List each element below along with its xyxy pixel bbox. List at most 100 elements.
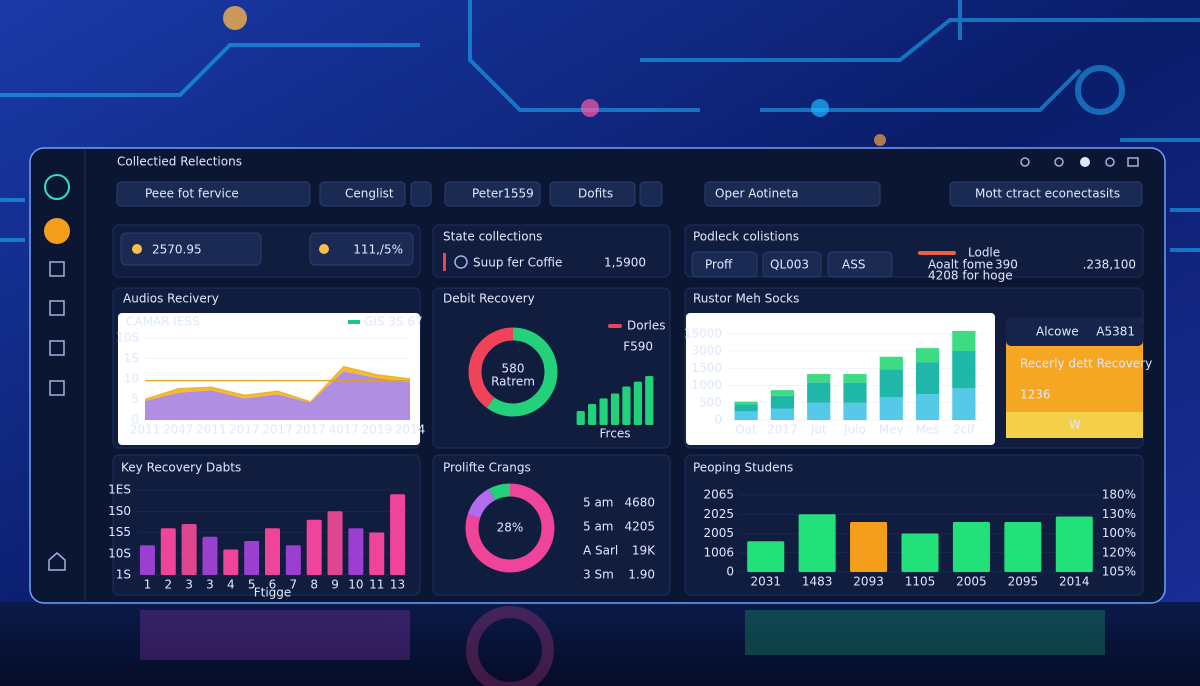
y-tick-label: 2025 (703, 507, 734, 521)
dropdown[interactable] (319, 181, 406, 207)
bar (798, 514, 836, 572)
x-tick-label: 2019 (362, 423, 393, 437)
x-tick-label: 7 (290, 578, 298, 592)
x-tick-label: 13 (390, 578, 405, 592)
chart-subtitle: CAMAR IESS (126, 315, 200, 329)
icon[interactable] (1105, 157, 1115, 167)
x-tick-label: 3 (185, 578, 193, 592)
search-button[interactable] (639, 181, 663, 207)
y2-tick-label: 105% (1102, 565, 1136, 579)
row-value: 4680 (624, 496, 655, 510)
x-tick-label: 2031 (750, 575, 781, 589)
area-line (144, 365, 411, 403)
x-tick-label: 5 (248, 578, 256, 592)
icon[interactable] (1080, 157, 1090, 167)
bar (901, 533, 939, 572)
home-icon[interactable] (48, 552, 66, 571)
x-tick-label: 2011 (196, 423, 227, 437)
x-tick-label: 6 (269, 578, 277, 592)
x-tick-label: Mes (916, 423, 940, 437)
y-tick-label: 2005 (703, 526, 734, 540)
bar-segment (734, 401, 758, 405)
y-tick-label: 15000 (684, 326, 722, 340)
x-tick-label: 2005 (956, 575, 987, 589)
dropdown[interactable] (704, 181, 881, 207)
legend-label: GIS 3S 67 (364, 315, 423, 329)
panel-title: State collections (443, 230, 542, 244)
row-label: 3 Sm (583, 568, 614, 582)
button-text: ASS (842, 258, 865, 272)
nav-icon[interactable] (49, 300, 65, 316)
nav-icon[interactable] (49, 261, 65, 277)
donut-slice (468, 327, 558, 417)
bar-segment (807, 374, 831, 383)
x-axis-label: Frces (600, 427, 631, 441)
y-tick-label: 10S (108, 546, 131, 560)
circuit-decoration (0, 0, 1200, 252)
search-box[interactable] (116, 181, 311, 207)
nav-icon[interactable] (44, 218, 70, 244)
legend-swatch (348, 320, 360, 324)
button[interactable] (549, 181, 636, 207)
donut-slice (465, 483, 555, 573)
logo[interactable] (44, 174, 70, 200)
icon[interactable] (1054, 157, 1064, 167)
y-tick-label: 1S5 (108, 525, 131, 539)
stat-icon (319, 244, 329, 254)
icon[interactable] (1127, 157, 1139, 167)
stat-value: 2570.95 (152, 243, 202, 257)
row-value: 19K (632, 544, 656, 558)
card-title: Recerly dett Recovery (1020, 357, 1152, 371)
donut-center-value: 28% (497, 521, 524, 535)
stat-box (309, 232, 414, 266)
x-tick-label: Jut (810, 423, 827, 437)
button[interactable] (827, 251, 893, 278)
bar (306, 519, 322, 575)
highlight-card-footer (1006, 412, 1143, 438)
bar-segment (843, 382, 867, 403)
bar (181, 524, 197, 575)
progress (918, 251, 956, 255)
bar-segment (770, 390, 795, 396)
x-tick-label: 2clf (953, 423, 976, 437)
stat-value: 111,/5% (353, 243, 403, 257)
bar-segment (843, 402, 867, 420)
note: Lodle (968, 246, 1000, 260)
button-text: Proff (705, 258, 733, 272)
y-tick-label: 0 (714, 413, 722, 427)
sidebar (44, 174, 70, 571)
bar-segment (770, 395, 795, 409)
toolbar (116, 181, 1143, 207)
dropdown[interactable] (949, 181, 1143, 207)
dropdown[interactable] (410, 181, 432, 207)
area-line (144, 371, 411, 405)
y-tick-label: 2065 (703, 488, 734, 502)
highlight-card-top (1006, 318, 1143, 346)
bar (633, 381, 642, 425)
total-value: .238,100 (1083, 258, 1136, 272)
button[interactable] (444, 181, 541, 207)
highlight-card (1006, 318, 1143, 438)
button[interactable] (691, 251, 758, 278)
bar-segment (843, 374, 867, 383)
accent (443, 253, 446, 271)
bar (599, 398, 608, 425)
toolbar-text: Dofits (578, 187, 613, 201)
y2-tick-label: 100% (1102, 526, 1136, 540)
x-tick-label: 4017 (328, 423, 359, 437)
card-code: A5381 (1096, 325, 1135, 339)
button[interactable] (762, 251, 822, 278)
panel (432, 224, 671, 278)
item-label: Suup fer Coffie (473, 256, 562, 270)
bar-segment (952, 388, 976, 420)
toolbar-text: Mott ctract econectasits (975, 187, 1120, 201)
x-tick-label: 4 (227, 578, 235, 592)
icon[interactable] (1020, 157, 1030, 167)
nav-icon[interactable] (49, 340, 65, 356)
y-tick-label: 1000 (691, 378, 722, 392)
x-tick-label: 2017 (229, 423, 260, 437)
toolbar-text: Oper Aotineta (715, 187, 799, 201)
bar (285, 545, 301, 575)
y-tick-label: 1ES (108, 483, 131, 497)
nav-icon[interactable] (49, 380, 65, 396)
